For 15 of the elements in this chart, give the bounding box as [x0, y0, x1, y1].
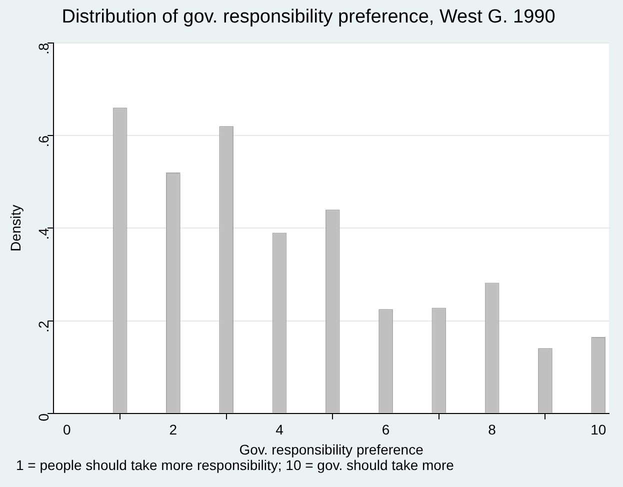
x-tick-label: 8 — [488, 422, 496, 438]
y-tick-label: .4 — [35, 228, 52, 240]
y-tick-label: .6 — [35, 135, 52, 148]
x-tick-label: 2 — [169, 422, 178, 438]
y-tick-label: .8 — [35, 42, 52, 54]
x-axis-title: Gov. responsibility preference — [239, 441, 424, 458]
x-tick-label: 4 — [276, 422, 284, 438]
y-tick-label: 0 — [35, 413, 52, 422]
x-tick-label: 0 — [62, 422, 71, 438]
x-tick-label: 6 — [382, 422, 390, 438]
chart-title: Distribution of gov. responsibility preference, West G. 1990 — [62, 6, 556, 28]
x-tick-label: 10 — [590, 422, 606, 438]
y-axis-title: Density — [7, 204, 24, 252]
text: 1 = people should take more responsibility; 10 = gov. should take more — [16, 457, 454, 473]
y-tick-label: .2 — [35, 320, 52, 332]
